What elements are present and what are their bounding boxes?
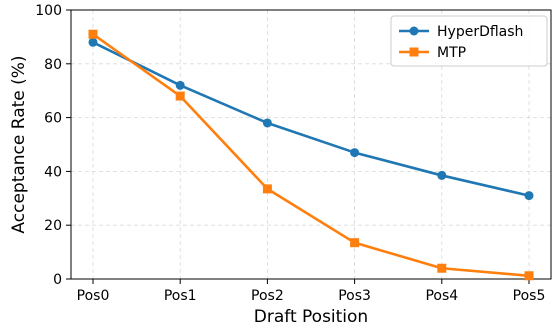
y-tick-label: 60 [44,111,62,127]
legend-box [390,15,548,67]
series-mtp [88,29,534,281]
data-point [350,238,360,248]
data-point [350,148,360,158]
x-tick-label: Pos4 [425,288,458,304]
legend-label: HyperDflash [437,24,523,40]
y-tick-label: 40 [44,164,62,180]
y-axis-title: Acceptance Rate (%) [9,55,29,233]
data-point [88,37,98,47]
y-tick-label: 0 [53,272,62,288]
x-tick-label: Pos2 [251,288,284,304]
series-hyperdflash [88,37,534,201]
y-tick-label: 80 [44,57,62,73]
data-point [88,29,98,39]
data-point [175,80,185,90]
series-layer [88,29,534,281]
plot-frame [70,9,552,280]
y-axis: 0 20 40 60 80 100 [35,3,71,288]
data-point [262,118,272,128]
data-point [437,170,447,180]
legend-marker [409,47,419,57]
data-point [175,91,185,101]
y-tick-label: 20 [44,218,62,234]
y-tick-label: 100 [35,3,62,19]
data-point [524,191,534,201]
legend-marker [409,26,419,36]
x-axis: Pos0 Pos1 Pos2 Pos3 Pos4 Pos5 [77,279,546,304]
x-axis-title: Draft Position [254,307,368,327]
data-point [437,263,447,273]
x-tick-label: Pos0 [77,288,110,304]
series-line [92,33,530,278]
legend: HyperDflash MTP [390,15,548,67]
legend-label: MTP [437,45,466,61]
data-point [262,184,272,194]
x-tick-label: Pos3 [338,288,371,304]
data-point [524,271,534,281]
x-tick-label: Pos5 [513,288,546,304]
x-tick-label: Pos1 [164,288,197,304]
series-line [92,41,530,197]
